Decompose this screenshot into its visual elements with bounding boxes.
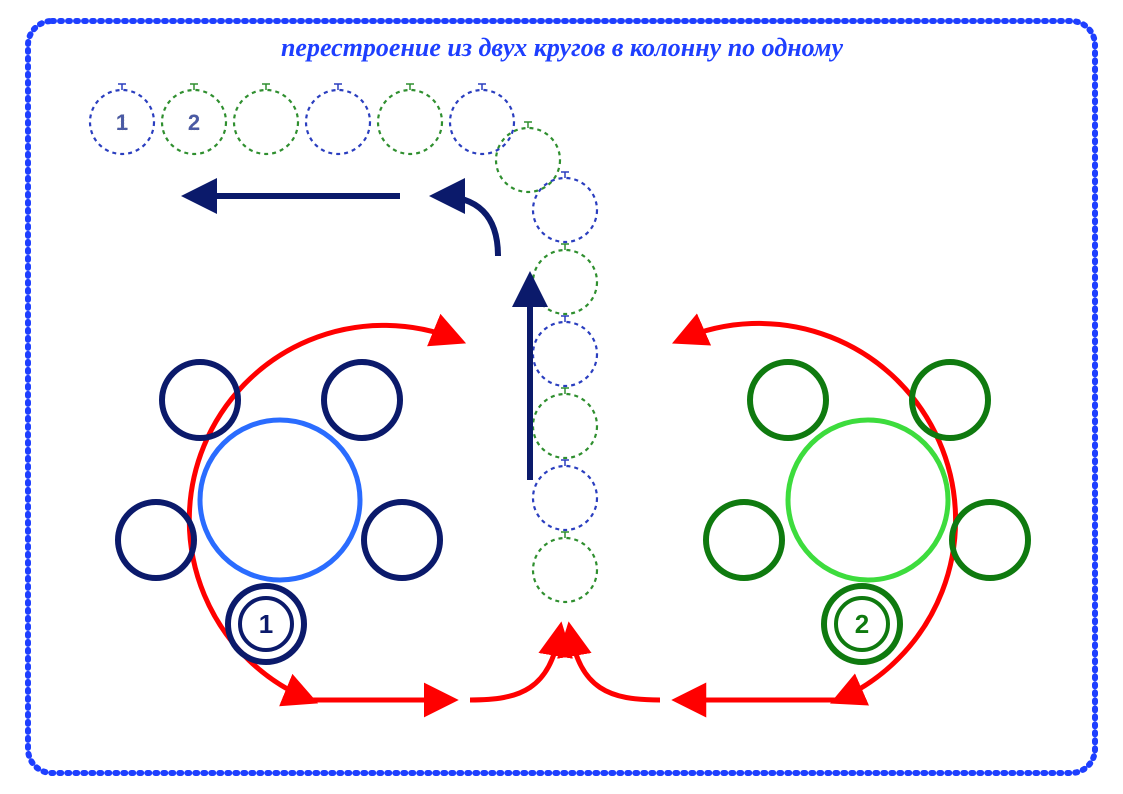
merge-curve [570, 630, 660, 700]
group-1-label: 1 [259, 609, 273, 639]
column-node [533, 322, 597, 386]
column-node [234, 90, 298, 154]
column-node [450, 90, 514, 154]
layer-groups: 12 [118, 362, 1028, 662]
column-node [533, 538, 597, 602]
group-2-node [912, 362, 988, 438]
group-1-node [162, 362, 238, 438]
merge-curve [470, 630, 560, 700]
diagram-title: перестроение из двух кругов в колонну по… [281, 33, 844, 62]
nav-arrow [438, 196, 498, 256]
column-label: 2 [188, 110, 200, 135]
group-2-node [706, 502, 782, 578]
column-node [378, 90, 442, 154]
group-2-node [952, 502, 1028, 578]
group-1-node [118, 502, 194, 578]
arc-left [189, 325, 458, 700]
column-node [496, 128, 560, 192]
column-label: 1 [116, 110, 128, 135]
group-1-node [364, 502, 440, 578]
column-node [306, 90, 370, 154]
group-1-center-circle [200, 420, 360, 580]
layer-merge-arrows [310, 630, 838, 700]
group-1-node [324, 362, 400, 438]
column-node [533, 394, 597, 458]
diagram-canvas: перестроение из двух кругов в колонну по… [0, 0, 1123, 794]
group-2-label: 2 [855, 609, 869, 639]
group-2-center-circle [788, 420, 948, 580]
column-node [533, 250, 597, 314]
layer-column: 21 [90, 84, 597, 602]
group-2-node [750, 362, 826, 438]
column-node [533, 466, 597, 530]
